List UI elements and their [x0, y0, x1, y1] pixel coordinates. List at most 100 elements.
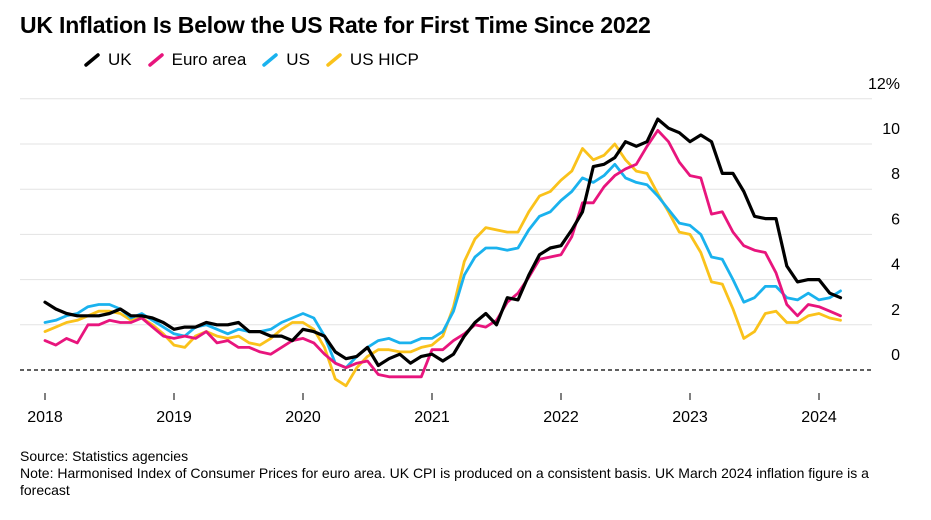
data-point-euro-area — [517, 292, 519, 295]
data-point-us — [398, 342, 401, 344]
data-point-uk — [592, 165, 595, 168]
data-point-euro-area — [635, 163, 638, 166]
data-point-us-hicp — [226, 337, 229, 340]
data-point-euro-area — [646, 145, 648, 148]
data-point-uk — [753, 215, 756, 218]
data-point-us-hicp — [613, 143, 616, 145]
data-point-us — [785, 296, 788, 299]
legend-label: UK — [108, 50, 132, 69]
data-point-uk — [732, 172, 734, 175]
data-point-euro-area — [570, 235, 573, 238]
data-point-us — [839, 290, 842, 292]
data-point-us-hicp — [291, 321, 294, 324]
data-point-us — [44, 321, 46, 324]
data-point-uk — [484, 312, 487, 315]
y-tick-label: 10 — [882, 121, 900, 138]
data-point-uk — [828, 292, 831, 295]
data-point-uk — [162, 321, 165, 324]
source-note: Source: Statistics agencies — [20, 448, 189, 464]
data-point-uk — [108, 312, 111, 315]
data-point-uk — [441, 360, 444, 362]
data-point-us — [570, 190, 573, 193]
data-point-us-hicp — [549, 190, 552, 193]
methodology-note: Note: Harmonised Index of Consumer Price… — [20, 465, 869, 498]
data-point-us — [280, 321, 283, 324]
data-point-uk — [495, 323, 498, 326]
data-point-us-hicp — [689, 233, 691, 236]
data-point-us — [162, 326, 165, 328]
data-point-euro-area — [807, 303, 810, 306]
data-point-euro-area — [839, 314, 842, 317]
data-point-uk — [646, 140, 648, 143]
legend-swatch-icon — [326, 53, 342, 67]
data-point-euro-area — [441, 348, 444, 351]
data-point-uk — [377, 364, 380, 367]
data-point-us — [506, 249, 509, 252]
data-point-us-hicp — [97, 310, 100, 313]
data-point-euro-area — [334, 362, 337, 365]
y-tick-label: 12% — [868, 76, 900, 93]
data-point-us-hicp — [721, 283, 724, 285]
data-point-uk — [323, 335, 326, 337]
data-point-euro-area — [667, 140, 670, 143]
data-point-us-hicp — [742, 337, 745, 340]
data-point-us — [431, 337, 433, 340]
legend-item-us-hicp: US HICP — [324, 50, 419, 70]
data-point-euro-area — [323, 353, 326, 356]
data-point-euro-area — [54, 344, 57, 346]
data-point-us — [237, 328, 240, 331]
data-point-uk — [624, 140, 627, 143]
data-point-us-hicp — [119, 312, 122, 315]
data-point-us — [549, 210, 552, 213]
data-point-euro-area — [216, 342, 218, 344]
data-point-us — [818, 299, 820, 301]
data-point-uk — [699, 134, 702, 136]
data-point-us — [732, 278, 734, 281]
legend-label: Euro area — [171, 50, 247, 69]
data-point-us-hicp — [409, 351, 412, 353]
data-point-euro-area — [710, 213, 713, 216]
data-point-uk — [796, 281, 799, 283]
data-point-us-hicp — [216, 335, 218, 337]
data-point-euro-area — [560, 253, 562, 256]
data-point-us — [603, 174, 605, 177]
data-point-us-hicp — [796, 321, 799, 324]
data-point-us — [538, 215, 541, 218]
data-point-euro-area — [355, 362, 358, 365]
data-point-euro-area — [678, 161, 681, 164]
data-point-euro-area — [130, 321, 132, 324]
data-point-uk — [388, 357, 390, 360]
data-point-euro-area — [76, 342, 79, 344]
data-point-euro-area — [452, 339, 455, 342]
data-point-us — [226, 332, 229, 335]
data-point-euro-area — [151, 326, 154, 328]
data-point-uk — [269, 335, 272, 337]
data-point-us-hicp — [269, 337, 272, 340]
data-point-uk — [130, 314, 132, 317]
data-point-us-hicp — [312, 328, 315, 331]
data-point-us — [377, 339, 380, 342]
data-point-uk — [506, 296, 509, 299]
x-tick-label: 2021 — [414, 409, 450, 426]
data-point-us-hicp — [753, 330, 756, 333]
data-point-uk — [312, 330, 315, 333]
data-point-uk — [291, 339, 294, 342]
data-point-euro-area — [420, 375, 423, 378]
data-point-uk — [194, 326, 197, 328]
data-point-us — [527, 229, 530, 231]
data-point-uk — [302, 328, 304, 331]
legend-item-us: US — [260, 50, 310, 70]
data-point-euro-area — [764, 251, 767, 254]
data-point-uk — [259, 330, 261, 333]
data-point-us-hicp — [517, 231, 519, 234]
data-point-us — [269, 328, 272, 331]
data-point-euro-area — [603, 186, 605, 188]
data-point-uk — [205, 321, 208, 324]
data-point-us-hicp — [334, 378, 337, 380]
data-point-euro-area — [796, 314, 799, 317]
chart-footer: Source: Statistics agencies Note: Harmon… — [20, 448, 900, 499]
data-point-us — [742, 301, 745, 304]
x-tick-label: 2020 — [285, 409, 321, 426]
data-point-euro-area — [721, 210, 724, 213]
data-point-us-hicp — [377, 348, 380, 351]
